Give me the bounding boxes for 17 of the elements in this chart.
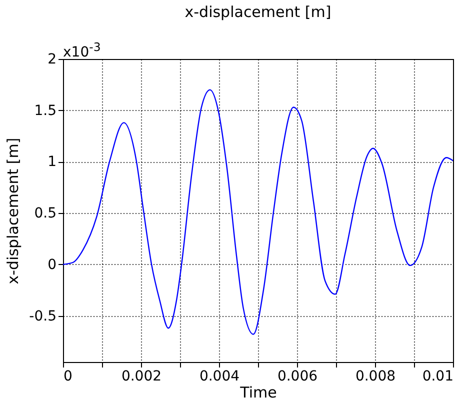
- x-tick-label: 0.002: [121, 368, 162, 384]
- y-tick-label: 1.5: [34, 102, 56, 119]
- y-tick-label: 2: [48, 52, 56, 68]
- y-tick-label: 1: [48, 154, 56, 170]
- x-tick-label: 0.006: [277, 368, 318, 384]
- x-tick-label: 0: [64, 368, 72, 384]
- y-tick-label: 0.5: [34, 206, 56, 222]
- x-tick-label: 0.01: [422, 368, 454, 384]
- y-axis-title: x-displacement [m]: [4, 138, 22, 284]
- x-axis-title: Time: [239, 384, 277, 402]
- x-tick-label: 0.008: [355, 368, 396, 384]
- y-tick-label: -0.5: [29, 308, 56, 324]
- x-tick-label: 0.004: [199, 368, 240, 384]
- y-tick-label: 0: [48, 256, 56, 273]
- annotation: x10$^{-3}$: [63, 40, 101, 61]
- chart-title: x-displacement [m]: [184, 3, 332, 21]
- line-series: [63, 89, 453, 335]
